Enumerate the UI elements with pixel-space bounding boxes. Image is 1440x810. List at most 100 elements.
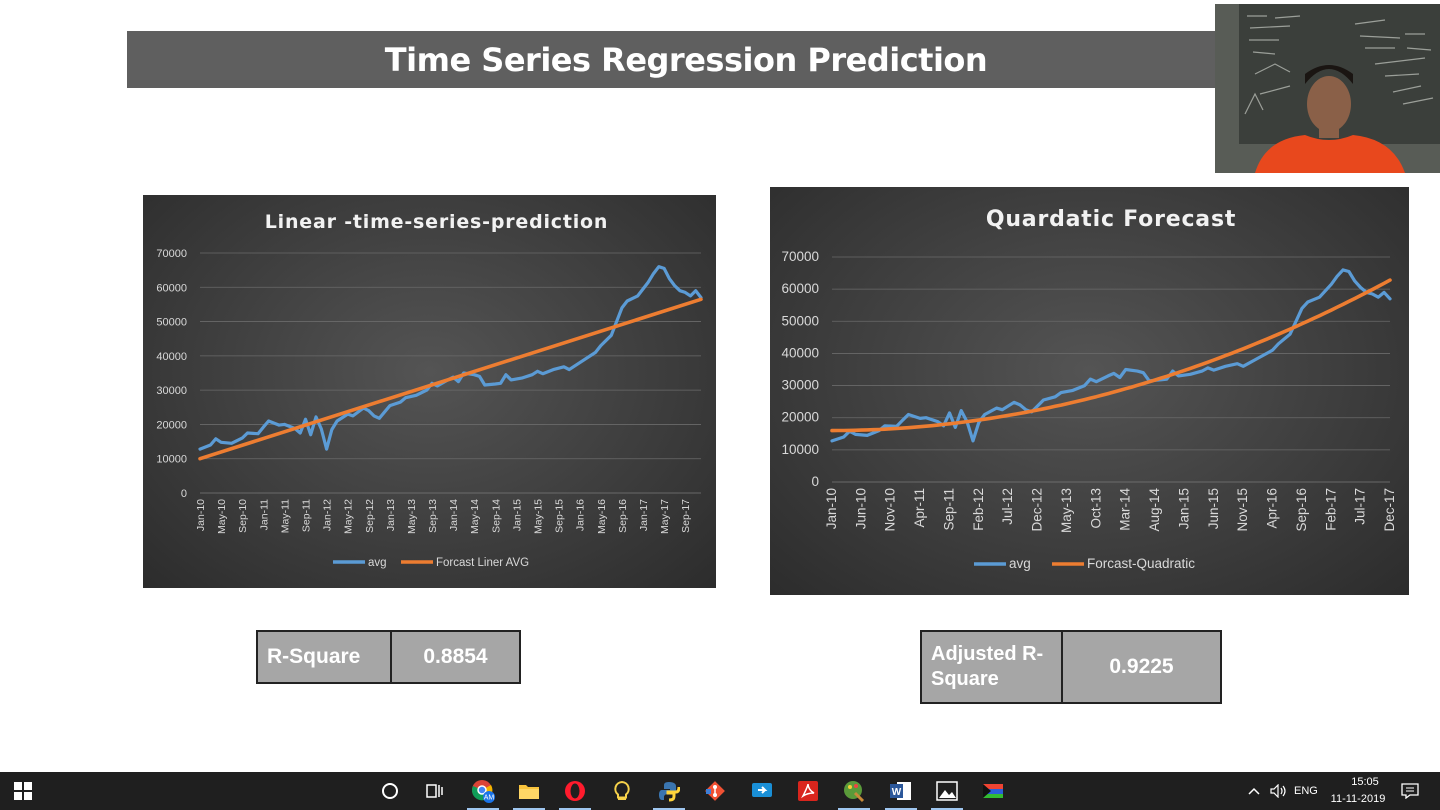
quadratic-chart-x-tick-label: Jan-15 [1176,488,1191,529]
adjusted-r-square-label: Adjusted R- Square [922,632,1063,702]
quadratic-chart-y-tick-label: 70000 [781,249,819,264]
language-indicator[interactable]: ENG [1294,785,1318,797]
quadratic-forecast-chart: Quardatic Forecast 0 10000 20000 30000 40000 5… [770,187,1409,595]
linear-chart-x-tick-label: Sep-16 [617,499,629,533]
linear-chart-series-forcast-liner-avg [198,297,703,461]
quadratic-chart-y-tick-label: 10000 [781,442,819,457]
linear-chart-x-tick-label: May-17 [659,499,671,534]
linear-chart-x-tick-label: Jan-15 [511,499,523,531]
quadratic-chart-y-tick-label: 50000 [781,313,819,328]
linear-chart-y-tick-label: 70000 [156,248,187,260]
quadratic-chart-x-tick-label: Feb-17 [1323,488,1338,531]
volume-icon[interactable] [1264,772,1292,810]
quadratic-chart-x-tick-label: Oct-13 [1088,488,1103,529]
linear-chart-x-tick-label: Sep-12 [364,499,376,533]
adjusted-r-square-value: 0.9225 [1109,655,1174,678]
linear-chart-x-tick-label: Sep-14 [490,499,502,533]
r-square-label: R-Square [258,632,392,682]
quadratic-chart-x-tick-label: Apr-11 [912,488,927,528]
linear-prediction-chart-svg: Linear -time-series-prediction 0 10000 2000… [156,211,703,569]
quadratic-chart-x-tick-label: Mar-14 [1118,488,1133,531]
quadratic-forecast-chart-svg: Quardatic Forecast 0 10000 20000 30000 40000 5… [781,207,1397,571]
linear-chart-x-tick-label: May-16 [596,499,608,534]
acrobat-icon[interactable] [785,772,831,810]
quadratic-chart-y-tick-label: 30000 [781,378,819,393]
linear-chart-y-tick-label: 10000 [156,454,187,466]
adjusted-r-square-box: Adjusted R- Square 0.9225 [920,630,1222,704]
linear-chart-x-tick-label: Jan-11 [258,499,270,530]
quadratic-chart-x-tick-label: Nov-15 [1235,488,1250,532]
linear-chart-x-tick-label: May-13 [406,499,418,534]
quadratic-chart-series-forcast-quadratic [830,278,1392,433]
slide-title: Time Series Regression Prediction [127,31,1245,88]
linear-chart-series-avg [198,265,703,451]
quadratic-chart-x-tick-label: Dec-12 [1030,488,1045,532]
linear-chart-x-tick-label: Sep-15 [554,499,566,533]
photos-icon[interactable] [924,772,970,810]
quadratic-chart-x-tick-label: Jun-10 [853,488,868,529]
linear-chart-x-tick-label: Jan-13 [385,499,397,531]
quadratic-chart-y-tick-label: 0 [811,474,819,489]
quadratic-chart-y-tick-label: 40000 [781,345,819,360]
flag-app-icon[interactable] [970,772,1016,810]
quadratic-chart-y-tick-label: 20000 [781,410,819,425]
show-hidden-icons-icon[interactable] [1240,772,1268,810]
linear-chart-legend-label: avg [368,557,387,569]
linear-chart-x-tick-label: Sep-10 [237,499,249,533]
linear-chart-x-tick-label: Sep-17 [680,499,692,533]
quadratic-chart-x-tick-label: Nov-10 [883,488,898,532]
windows-start-icon[interactable] [0,772,46,810]
sticky-notes-icon[interactable] [599,772,645,810]
linear-chart-x-tick-label: May-15 [533,499,545,534]
linear-chart-y-tick-label: 20000 [156,419,187,431]
linear-chart-title: Linear -time-series-prediction [265,211,608,233]
quadratic-chart-x-tick-label: Jul-17 [1353,488,1368,525]
word-icon[interactable]: W [878,772,924,810]
webcam-image [1215,4,1440,173]
quadratic-chart-x-tick-label: May-13 [1059,488,1074,533]
quadratic-chart-y-tick-label: 60000 [781,281,819,296]
taskbar: AM W ENG 15:05 11-11-2019 [0,772,1440,810]
linear-prediction-chart: Linear -time-series-prediction 0 10000 2000… [143,195,716,588]
chrome-profile-badge: AM [484,795,495,802]
opera-icon[interactable] [552,772,598,810]
chrome-icon[interactable]: AM [460,772,506,810]
linear-chart-x-tick-label: May-11 [279,499,291,533]
quadratic-chart-legend-label: avg [1009,556,1031,571]
quadratic-chart-x-tick-label: Sep-11 [941,488,956,531]
linear-chart-legend-label: Forcast Liner AVG [436,557,529,569]
linear-chart-x-tick-label: Sep-13 [427,499,439,533]
linear-chart-x-tick-label: May-10 [216,499,228,534]
cortana-icon[interactable] [367,772,413,810]
git-icon[interactable] [692,772,738,810]
remote-desktop-icon[interactable] [739,772,785,810]
linear-chart-x-tick-label: Jan-10 [195,499,207,531]
quadratic-chart-x-tick-label: Dec-17 [1382,488,1397,532]
quadratic-chart-x-tick-label: Sep-16 [1294,488,1309,532]
linear-chart-x-tick-label: Sep-11 [300,499,312,532]
file-explorer-icon[interactable] [506,772,552,810]
quadratic-chart-x-tick-label: Jan-10 [824,488,839,529]
python-icon[interactable] [646,772,692,810]
linear-chart-y-tick-label: 50000 [156,317,187,329]
r-square-box: R-Square 0.8854 [256,630,521,684]
quadratic-chart-x-tick-label: Apr-16 [1265,488,1280,529]
quadratic-chart-x-tick-label: Aug-14 [1147,488,1162,532]
quadratic-chart-x-tick-label: Jul-12 [1000,488,1015,525]
task-view-icon[interactable] [411,772,457,810]
quadratic-chart-x-tick-label: Jun-15 [1206,488,1221,529]
linear-chart-x-tick-label: May-12 [343,499,355,534]
clock-date[interactable]: 11-11-2019 [1330,793,1386,805]
paint-icon[interactable] [831,772,877,810]
quadratic-chart-title: Quardatic Forecast [986,207,1236,232]
linear-chart-x-tick-label: May-14 [469,499,481,534]
adjusted-r-square-label-line2: Square [931,668,999,690]
action-center-icon[interactable] [1396,772,1424,810]
clock-time[interactable]: 15:05 [1351,776,1379,788]
quadratic-chart-series-avg [830,268,1392,443]
linear-chart-y-tick-label: 30000 [156,385,187,397]
linear-chart-y-tick-label: 60000 [156,282,187,294]
linear-chart-x-tick-label: Jan-16 [575,499,587,531]
quadratic-chart-legend-label: Forcast-Quadratic [1087,556,1195,571]
webcam-video [1215,4,1440,173]
